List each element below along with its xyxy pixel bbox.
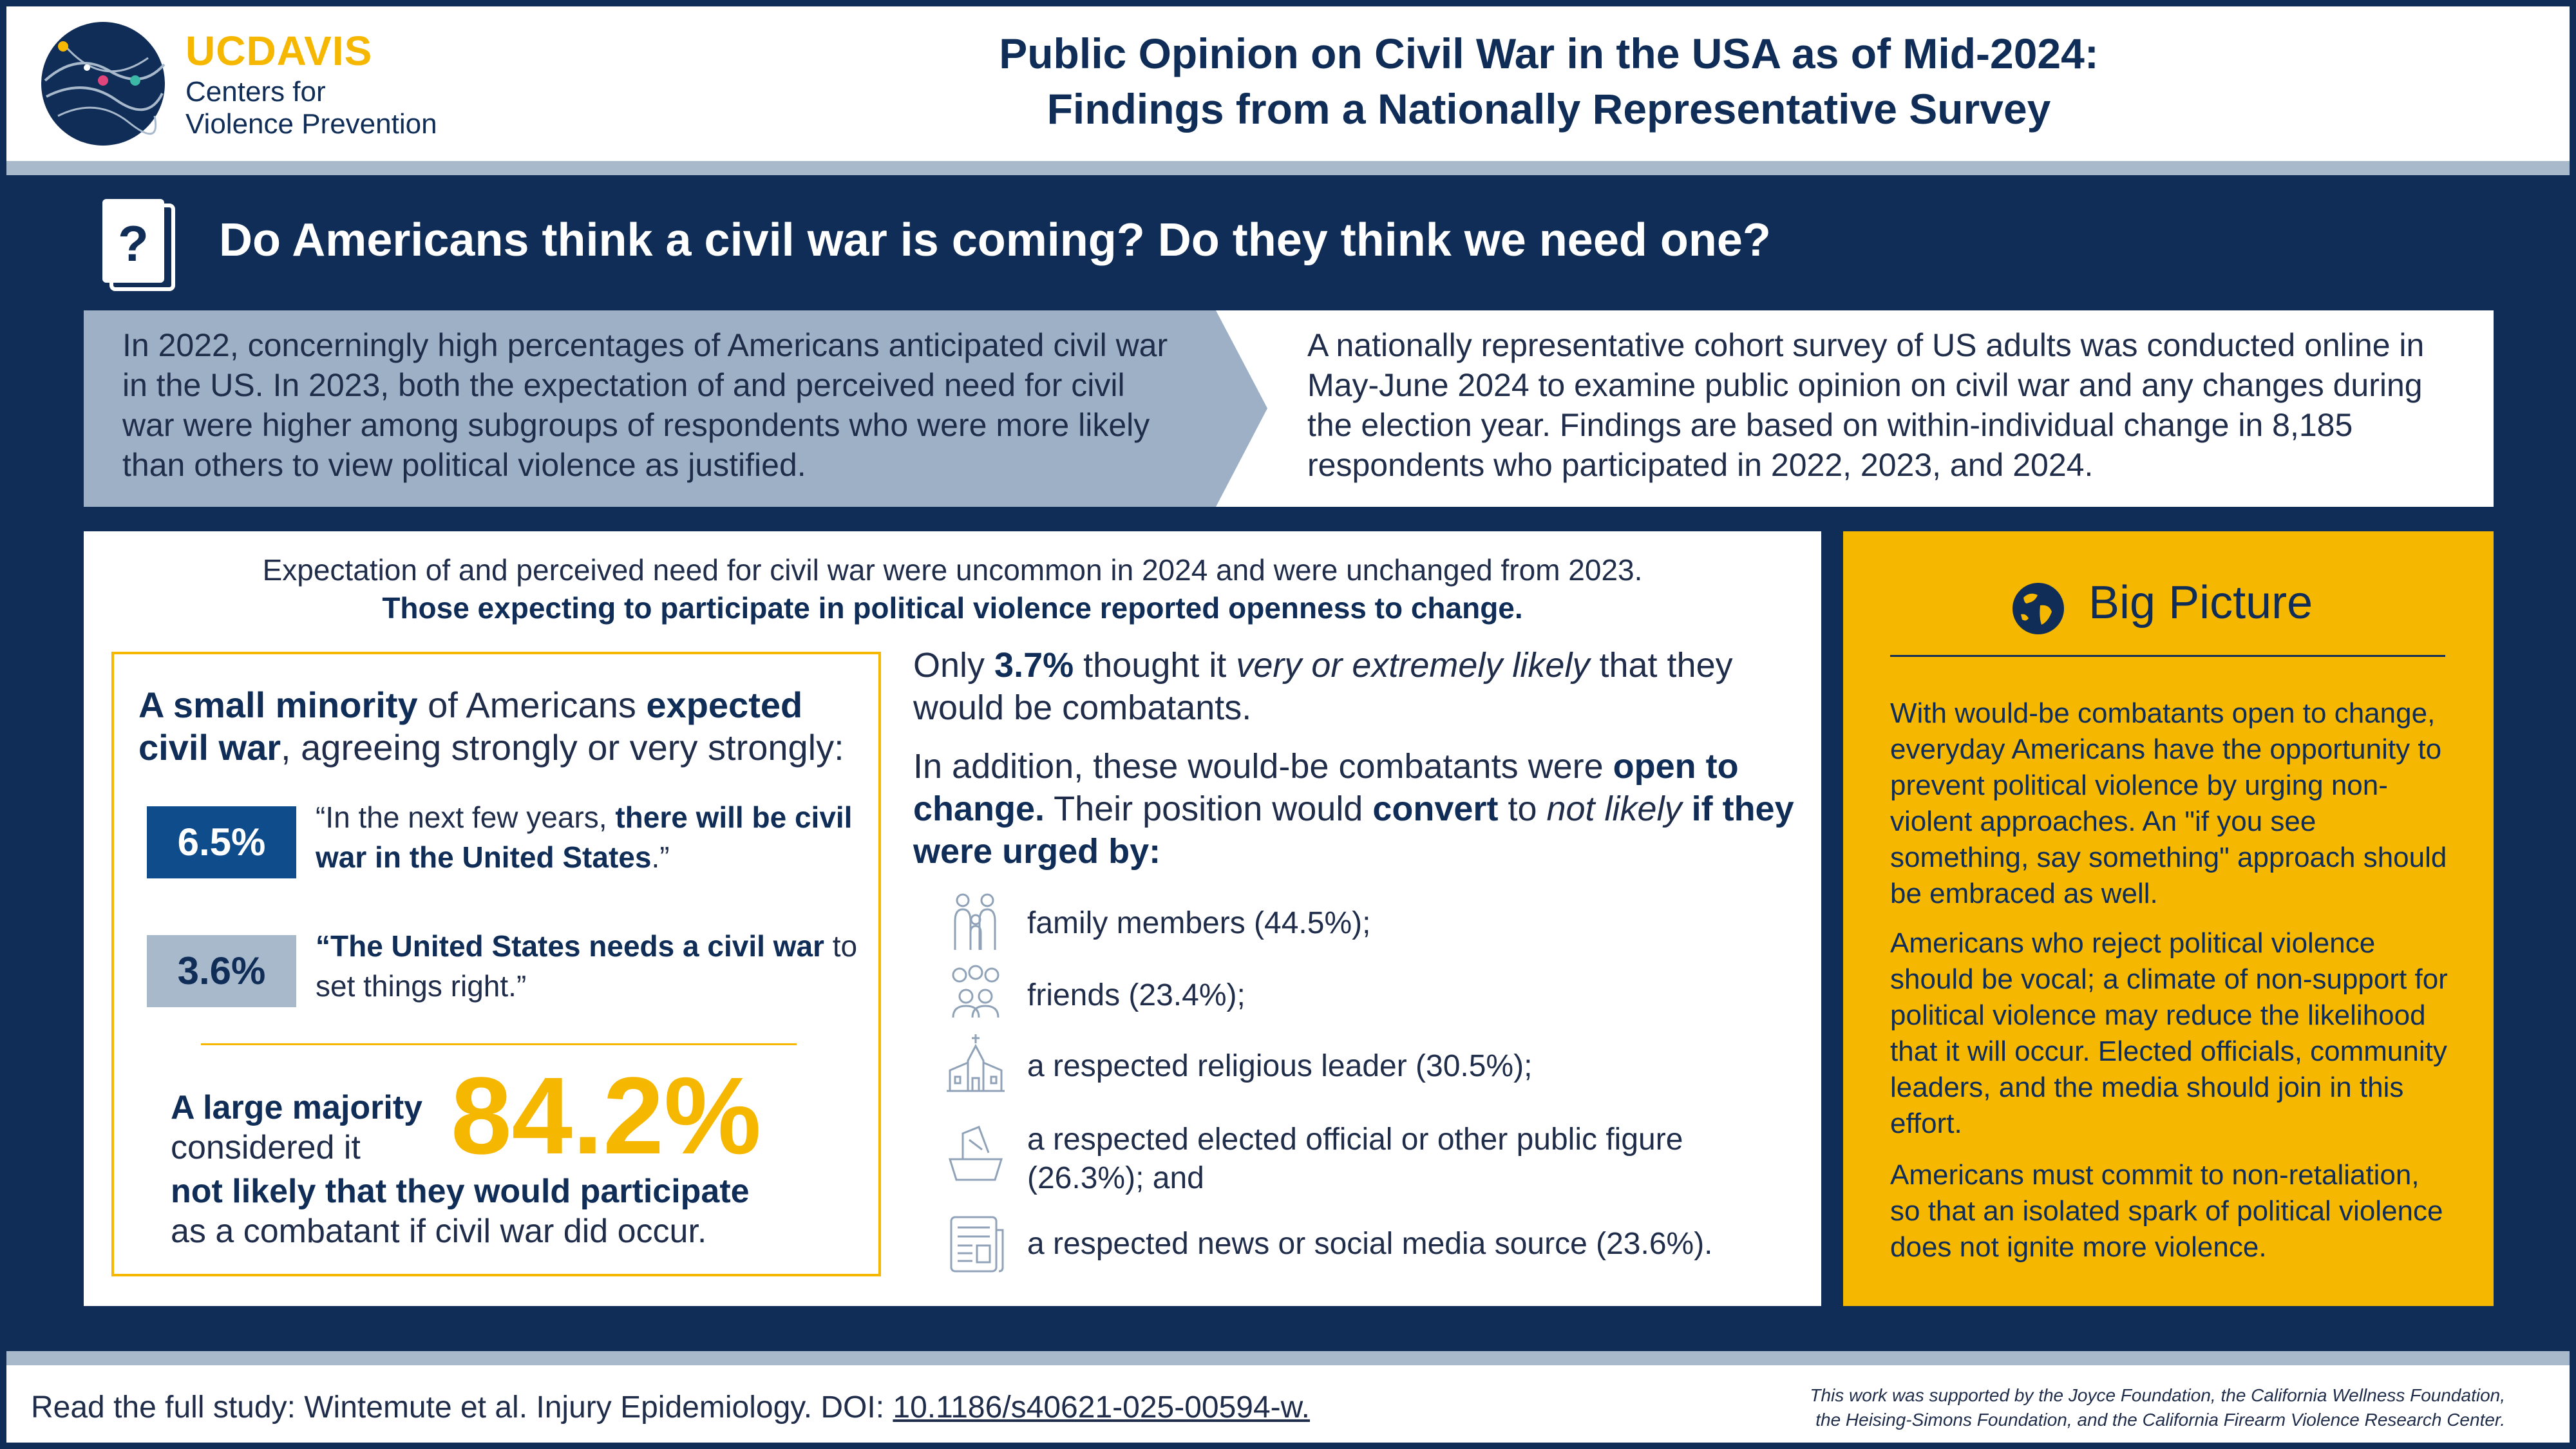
stat-civil-war-needed: 3.6% bbox=[147, 935, 296, 1007]
section-question: Do Americans think a civil war is coming… bbox=[219, 214, 1771, 266]
findings-summary: Expectation of and perceived need for ci… bbox=[262, 553, 1643, 587]
majority-stat: 84.2% bbox=[451, 1055, 762, 1177]
intro-arrow bbox=[1216, 310, 1267, 507]
family-icon bbox=[954, 893, 996, 950]
funding-line1: This work was supported by the Joyce Fou… bbox=[1810, 1385, 2505, 1405]
urged-elected-official-label: a respected elected official or other pu… bbox=[1027, 1122, 1683, 1195]
ballot-icon bbox=[948, 1126, 1003, 1181]
combatants-paragraph: Only 3.7% thought it very or extremely l… bbox=[913, 646, 1733, 727]
stat-civil-war-needed-quote: “The United States needs a civil war to … bbox=[316, 929, 858, 1003]
expectation-box bbox=[111, 652, 881, 1276]
change-paragraph: In addition, these would-be combatants w… bbox=[913, 747, 1794, 871]
church-icon bbox=[947, 1034, 1005, 1092]
logo-text-line1: Centers for bbox=[185, 76, 326, 108]
findings-highlight: Those expecting to participate in politi… bbox=[382, 591, 1523, 625]
big-picture-paragraph: Americans must commit to non-retaliation… bbox=[1890, 1159, 2443, 1263]
page-title: Public Opinion on Civil War in the USA a… bbox=[837, 26, 2260, 137]
globe-icon bbox=[2012, 583, 2064, 634]
stat-civil-war-expected: 6.5% bbox=[147, 806, 296, 878]
majority-tail-text: as a combatant if civil war did occur. bbox=[171, 1213, 707, 1250]
big-picture-panel bbox=[1843, 531, 2494, 1306]
big-picture-title: Big Picture bbox=[2088, 577, 2313, 629]
big-picture-divider bbox=[1890, 655, 2445, 657]
intro-left-box bbox=[84, 310, 1217, 507]
svg-text:?: ? bbox=[118, 215, 149, 272]
friends-icon bbox=[952, 965, 999, 1018]
majority-text: considered it bbox=[171, 1129, 361, 1166]
bottom-stripe bbox=[6, 1351, 2570, 1365]
findings-panel bbox=[84, 531, 1821, 1306]
urged-friends-label: friends (23.4%); bbox=[1027, 978, 1245, 1012]
read-study-text: Read the full study: Wintemute et al. In… bbox=[31, 1390, 1310, 1425]
big-picture-paragraph: Americans who reject political violence … bbox=[1890, 927, 2448, 1139]
question-card-icon: ? bbox=[102, 199, 175, 291]
newspaper-icon bbox=[950, 1216, 1004, 1273]
header bbox=[6, 6, 2570, 164]
globe-logo-icon bbox=[41, 22, 166, 146]
minority-lead: A small minority of Americans expected c… bbox=[138, 685, 844, 768]
doi-link[interactable]: 10.1186/s40621-025-00594-w. bbox=[893, 1390, 1310, 1425]
intro-right-box bbox=[1216, 310, 2494, 507]
urged-news-source-label: a respected news or social media source … bbox=[1027, 1227, 1713, 1261]
majority-bold-text: not likely that they would participate bbox=[171, 1173, 750, 1210]
funding-line2: the Heising-Simons Foundation, and the C… bbox=[1815, 1410, 2505, 1430]
intro-right-text: A nationally representative cohort surve… bbox=[1307, 327, 2425, 483]
logo-text-line2: Violence Prevention bbox=[185, 108, 437, 140]
funding-acknowledgement: This work was supported by the Joyce Fou… bbox=[1481, 1383, 2505, 1432]
urged-religious-leader-label: a respected religious leader (30.5%); bbox=[1027, 1049, 1533, 1083]
urged-family-label: family members (44.5%); bbox=[1027, 906, 1371, 940]
top-stripe bbox=[6, 161, 2570, 175]
title-line1: Public Opinion on Civil War in the USA a… bbox=[999, 30, 2099, 77]
intro-left-text: In 2022, concerningly high percentages o… bbox=[122, 327, 1168, 483]
title-line2: Findings from a Nationally Representativ… bbox=[1046, 85, 2051, 133]
stat-civil-war-expected-quote: “In the next few years, there will be ci… bbox=[316, 800, 853, 874]
footer bbox=[6, 1365, 2570, 1443]
logo-uc-davis: UCDAVIS bbox=[185, 28, 373, 74]
big-picture-paragraph: With would-be combatants open to change,… bbox=[1890, 697, 2447, 909]
majority-heading: A large majority bbox=[171, 1089, 423, 1126]
box-divider bbox=[201, 1043, 797, 1045]
